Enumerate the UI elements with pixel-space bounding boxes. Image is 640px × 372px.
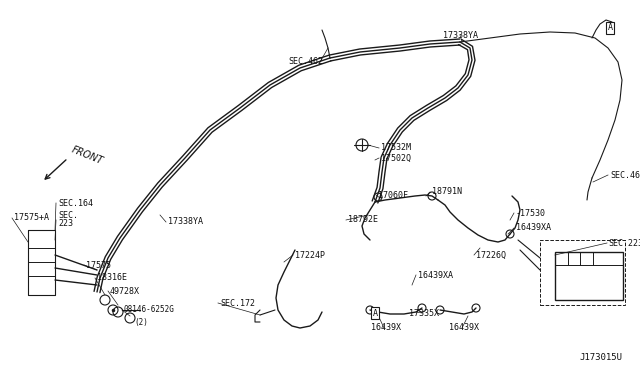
Text: 17060F: 17060F	[378, 190, 408, 199]
Text: -17530: -17530	[516, 208, 546, 218]
Text: SEC.223: SEC.223	[608, 238, 640, 247]
Text: SEC.164: SEC.164	[58, 199, 93, 208]
Text: 17575: 17575	[86, 260, 111, 269]
Text: 17338YA: 17338YA	[168, 218, 203, 227]
Text: SEC.172: SEC.172	[220, 298, 255, 308]
Text: 08146-6252G: 08146-6252G	[124, 305, 175, 314]
Text: (2): (2)	[134, 318, 148, 327]
Text: 49728X: 49728X	[110, 286, 140, 295]
Text: J173015U: J173015U	[579, 353, 622, 362]
Text: 17575+A: 17575+A	[14, 214, 49, 222]
Text: 18791N: 18791N	[432, 187, 462, 196]
Text: 17335X: 17335X	[409, 308, 439, 317]
Text: 16439X: 16439X	[449, 324, 479, 333]
Text: 16439X: 16439X	[371, 324, 401, 333]
Text: FRONT: FRONT	[70, 144, 104, 166]
Text: A: A	[372, 308, 378, 317]
Text: SEC.: SEC.	[58, 211, 78, 219]
Text: 17532M: 17532M	[381, 144, 411, 153]
Text: 16439XA: 16439XA	[516, 224, 551, 232]
Text: 18792E: 18792E	[348, 215, 378, 224]
Text: 18316E: 18316E	[97, 273, 127, 282]
Text: SEC.462: SEC.462	[288, 58, 323, 67]
Text: 223: 223	[58, 219, 73, 228]
Text: 17338YA: 17338YA	[444, 31, 479, 39]
Text: SEC.462: SEC.462	[610, 170, 640, 180]
Text: 16439XA: 16439XA	[418, 270, 453, 279]
Text: 17224P: 17224P	[295, 250, 325, 260]
Text: 17226Q: 17226Q	[476, 250, 506, 260]
Text: A: A	[607, 23, 612, 32]
Text: 17502Q: 17502Q	[381, 154, 411, 163]
